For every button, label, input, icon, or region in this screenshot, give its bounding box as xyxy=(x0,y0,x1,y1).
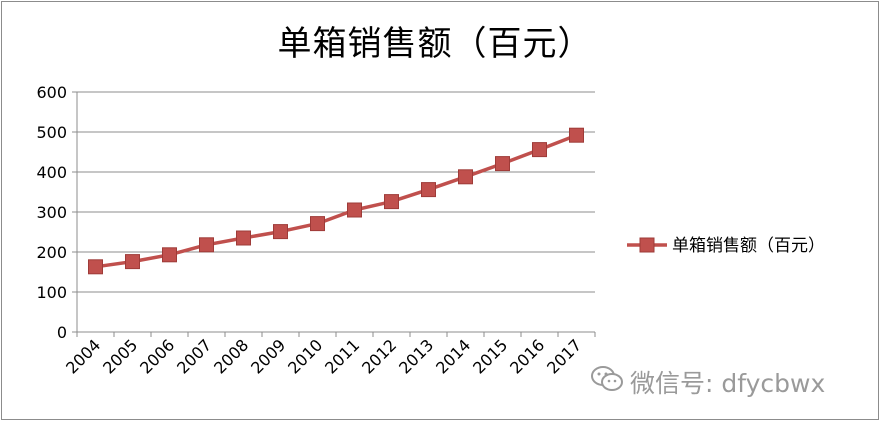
x-tick-label: 2016 xyxy=(506,335,548,377)
x-tick-label: 2008 xyxy=(210,335,252,377)
data-point xyxy=(495,156,510,172)
y-tick-label: 500 xyxy=(36,123,67,142)
y-tick-label: 200 xyxy=(36,243,67,262)
x-tick-label: 2007 xyxy=(173,335,215,377)
data-point xyxy=(236,230,251,246)
data-point xyxy=(125,254,140,270)
y-tick-label: 0 xyxy=(57,323,67,342)
y-tick-label: 300 xyxy=(36,203,67,222)
data-point xyxy=(162,247,177,263)
data-point xyxy=(569,127,584,143)
watermark: 微信号: dfycbwx xyxy=(590,364,825,400)
watermark-text: 微信号: dfycbwx xyxy=(630,369,826,398)
x-tick-label: 2009 xyxy=(247,335,289,377)
y-tick-label: 600 xyxy=(36,83,67,102)
data-point xyxy=(310,216,325,232)
x-tick-label: 2004 xyxy=(62,335,104,377)
x-tick-label: 2010 xyxy=(284,335,326,377)
y-tick-label: 100 xyxy=(36,283,67,302)
x-tick-label: 2017 xyxy=(543,335,585,377)
data-point xyxy=(532,142,547,158)
y-tick-label: 400 xyxy=(36,163,67,182)
x-tick-label: 2014 xyxy=(432,335,474,377)
legend-marker xyxy=(639,237,655,253)
legend-label: 单箱销售额（百元） xyxy=(672,236,825,256)
data-point xyxy=(458,169,473,185)
x-tick-label: 2006 xyxy=(136,335,178,377)
series-line xyxy=(95,133,578,269)
data-point xyxy=(273,224,288,240)
x-tick-label: 2005 xyxy=(99,335,141,377)
wechat-icon xyxy=(590,365,624,399)
chart-title: 单箱销售额（百元） xyxy=(277,24,593,64)
x-tick-label: 2013 xyxy=(395,335,437,377)
x-tick-label: 2011 xyxy=(321,335,363,377)
x-tick-label: 2012 xyxy=(358,335,400,377)
x-tick-label: 2015 xyxy=(469,335,511,377)
data-point xyxy=(421,182,436,198)
data-point xyxy=(199,237,214,253)
data-point xyxy=(347,202,362,218)
data-point xyxy=(384,194,399,210)
data-point xyxy=(88,259,103,275)
